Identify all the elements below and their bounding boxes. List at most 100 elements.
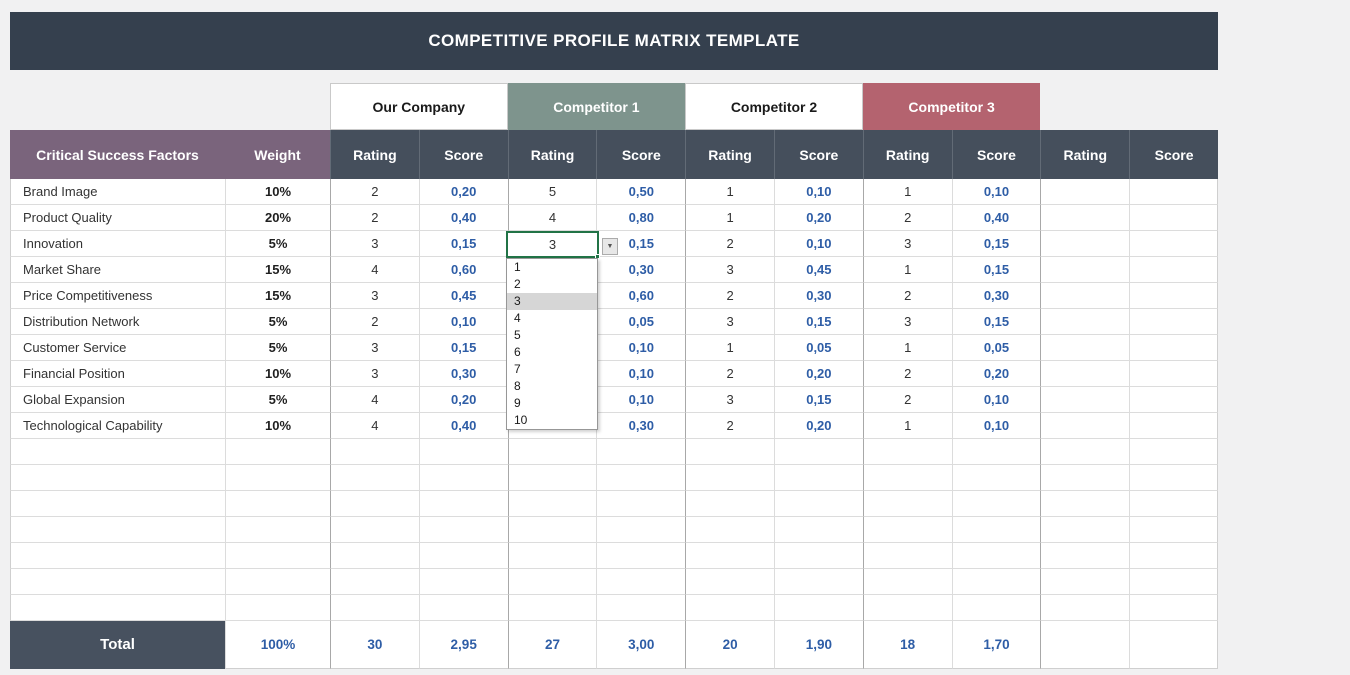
rating-cell[interactable]: 1: [685, 179, 774, 205]
empty-cell[interactable]: [1129, 569, 1218, 595]
factor-cell[interactable]: Innovation: [10, 231, 225, 257]
rating-cell[interactable]: [1040, 387, 1130, 413]
score-cell[interactable]: 0,20: [418, 179, 508, 205]
empty-cell[interactable]: [773, 465, 863, 491]
empty-cell[interactable]: [1040, 517, 1130, 543]
dropdown-option-8[interactable]: 8: [514, 379, 521, 393]
score-cell[interactable]: 0,40: [951, 205, 1041, 231]
dropdown-option-4[interactable]: 4: [514, 311, 521, 325]
empty-cell[interactable]: [685, 465, 774, 491]
rating-cell[interactable]: 2: [685, 361, 774, 387]
dropdown-option-9[interactable]: 9: [514, 396, 521, 410]
rating-cell[interactable]: 1: [862, 335, 952, 361]
empty-cell[interactable]: [862, 595, 952, 621]
empty-cell[interactable]: [1129, 465, 1218, 491]
score-cell[interactable]: 0,05: [951, 335, 1041, 361]
rating-cell[interactable]: 1: [685, 205, 774, 231]
empty-cell[interactable]: [862, 543, 952, 569]
score-cell[interactable]: 0,15: [773, 309, 863, 335]
empty-cell[interactable]: [596, 543, 686, 569]
empty-cell[interactable]: [418, 465, 508, 491]
score-cell[interactable]: 0,05: [773, 335, 863, 361]
rating-cell[interactable]: 1: [862, 413, 952, 439]
empty-cell[interactable]: [507, 543, 597, 569]
rating-cell[interactable]: 3: [685, 387, 774, 413]
empty-cell[interactable]: [507, 569, 597, 595]
empty-cell[interactable]: [330, 595, 419, 621]
empty-cell[interactable]: [1040, 439, 1130, 465]
score-cell[interactable]: 0,30: [951, 283, 1041, 309]
empty-cell[interactable]: [773, 543, 863, 569]
dropdown-option-1[interactable]: 1: [514, 260, 521, 274]
rating-cell[interactable]: 4: [507, 205, 597, 231]
score-cell[interactable]: 0,30: [773, 283, 863, 309]
empty-cell[interactable]: [862, 517, 952, 543]
empty-cell[interactable]: [418, 595, 508, 621]
factor-cell[interactable]: Global Expansion: [10, 387, 225, 413]
empty-cell[interactable]: [225, 439, 330, 465]
factor-cell[interactable]: Technological Capability: [10, 413, 225, 439]
rating-cell[interactable]: 3: [330, 335, 419, 361]
score-cell[interactable]: 0,60: [596, 283, 686, 309]
rating-cell[interactable]: 3: [862, 231, 952, 257]
rating-cell[interactable]: 2: [685, 283, 774, 309]
empty-cell[interactable]: [1040, 465, 1130, 491]
weight-cell[interactable]: 5%: [225, 231, 330, 257]
empty-cell[interactable]: [596, 517, 686, 543]
score-cell[interactable]: 0,15: [951, 257, 1041, 283]
rating-cell[interactable]: 2: [862, 387, 952, 413]
score-cell[interactable]: 0,15: [773, 387, 863, 413]
rating-cell[interactable]: 4: [330, 257, 419, 283]
score-cell[interactable]: 0,10: [596, 387, 686, 413]
weight-cell[interactable]: 20%: [225, 205, 330, 231]
empty-cell[interactable]: [596, 465, 686, 491]
score-cell[interactable]: [1129, 413, 1218, 439]
dropdown-option-2[interactable]: 2: [514, 277, 521, 291]
rating-cell[interactable]: 2: [862, 283, 952, 309]
empty-cell[interactable]: [418, 517, 508, 543]
empty-cell[interactable]: [225, 517, 330, 543]
score-cell[interactable]: 0,10: [951, 387, 1041, 413]
score-cell[interactable]: [1129, 231, 1218, 257]
rating-cell[interactable]: [1040, 179, 1130, 205]
empty-cell[interactable]: [225, 491, 330, 517]
rating-cell[interactable]: [1040, 205, 1130, 231]
score-cell[interactable]: 0,20: [418, 387, 508, 413]
rating-cell[interactable]: 3: [330, 231, 419, 257]
empty-cell[interactable]: [10, 517, 225, 543]
empty-cell[interactable]: [951, 465, 1041, 491]
empty-cell[interactable]: [330, 543, 419, 569]
empty-cell[interactable]: [1040, 569, 1130, 595]
empty-cell[interactable]: [225, 543, 330, 569]
score-cell[interactable]: [1129, 257, 1218, 283]
empty-cell[interactable]: [862, 569, 952, 595]
rating-cell[interactable]: 2: [862, 205, 952, 231]
rating-cell[interactable]: 2: [685, 231, 774, 257]
empty-cell[interactable]: [862, 439, 952, 465]
factor-cell[interactable]: Distribution Network: [10, 309, 225, 335]
empty-cell[interactable]: [10, 465, 225, 491]
empty-cell[interactable]: [225, 595, 330, 621]
score-cell[interactable]: 0,10: [951, 179, 1041, 205]
rating-cell[interactable]: 2: [330, 205, 419, 231]
score-cell[interactable]: 0,45: [773, 257, 863, 283]
empty-cell[interactable]: [1040, 543, 1130, 569]
rating-cell[interactable]: 1: [862, 257, 952, 283]
dropdown-option-10[interactable]: 10: [514, 413, 528, 427]
factor-cell[interactable]: Customer Service: [10, 335, 225, 361]
score-cell[interactable]: 0,10: [951, 413, 1041, 439]
empty-cell[interactable]: [1040, 491, 1130, 517]
empty-cell[interactable]: [10, 491, 225, 517]
score-cell[interactable]: 0,15: [418, 335, 508, 361]
dropdown-option-5[interactable]: 5: [514, 328, 521, 342]
empty-cell[interactable]: [685, 491, 774, 517]
rating-cell[interactable]: 3: [330, 283, 419, 309]
score-cell[interactable]: 0,50: [596, 179, 686, 205]
rating-cell[interactable]: 2: [330, 179, 419, 205]
rating-cell[interactable]: 4: [330, 387, 419, 413]
score-cell[interactable]: 0,15: [418, 231, 508, 257]
rating-cell[interactable]: 2: [862, 361, 952, 387]
rating-cell[interactable]: 3: [685, 257, 774, 283]
empty-cell[interactable]: [330, 439, 419, 465]
score-cell[interactable]: [1129, 283, 1218, 309]
